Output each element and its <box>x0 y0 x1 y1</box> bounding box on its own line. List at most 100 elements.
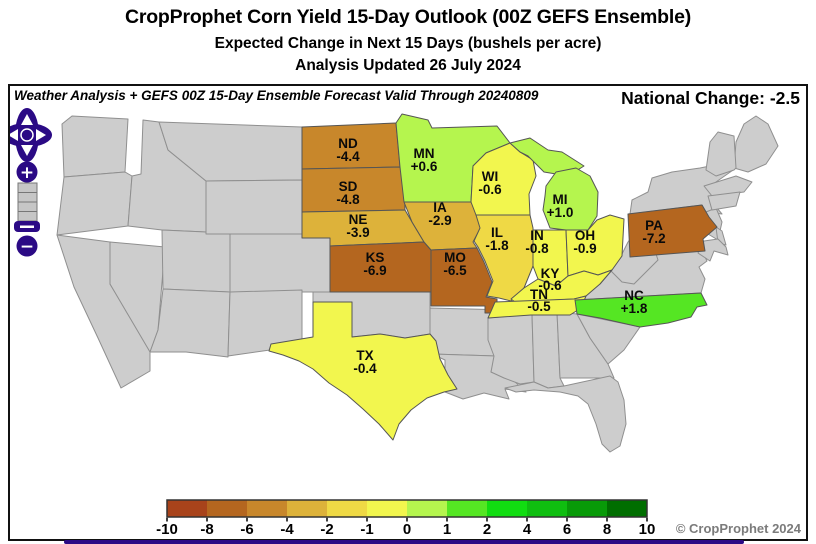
state-label: TX <box>356 348 373 363</box>
state-tx-shape <box>268 301 458 441</box>
legend-swatch <box>527 500 567 517</box>
state-ms <box>487 313 535 385</box>
legend-tick-label: -8 <box>200 521 213 538</box>
state-value: -0.8 <box>525 241 549 256</box>
horizontal-scrollbar[interactable] <box>64 540 744 544</box>
state-value: -0.6 <box>538 278 562 293</box>
legend-swatch <box>487 500 527 517</box>
state-value: -0.9 <box>573 241 596 256</box>
state-or <box>56 171 133 236</box>
state-vt-nh <box>705 131 737 177</box>
pan-down-icon <box>21 145 33 156</box>
legend-swatch <box>327 500 367 517</box>
forecast-valid-note: Weather Analysis + GEFS 00Z 15-Day Ensem… <box>14 88 539 103</box>
state-nc-shape <box>574 292 708 328</box>
state-value: -2.9 <box>428 213 451 228</box>
state-co <box>229 233 331 293</box>
state-ma <box>703 175 753 197</box>
state-value: -4.8 <box>336 192 360 207</box>
zoom-slider-handle[interactable] <box>14 221 40 232</box>
state-value: -7.2 <box>642 231 665 246</box>
state-value: +0.6 <box>411 159 438 174</box>
state-value: -0.4 <box>353 361 377 376</box>
state-label: KY <box>541 266 560 281</box>
legend-tick-label: 2 <box>483 521 491 538</box>
state-value: -0.6 <box>478 182 502 197</box>
state-label: PA <box>645 218 663 233</box>
map-panel: Weather Analysis + GEFS 00Z 15-Day Ensem… <box>8 84 808 541</box>
legend-tick-label: -4 <box>280 521 294 538</box>
legend-swatch <box>287 500 327 517</box>
state-label: NC <box>624 288 644 303</box>
state-value: -6.5 <box>443 263 467 278</box>
legend-swatch <box>247 500 287 517</box>
legend-tick-label: 10 <box>639 521 656 538</box>
state-wy <box>205 179 303 235</box>
state-wi-shape <box>470 142 537 216</box>
page-title: CropProphet Corn Yield 15-Day Outlook (0… <box>124 6 692 28</box>
zoom-out-button[interactable]: − <box>16 235 38 258</box>
national-change-value: National Change: -2.5 <box>621 88 800 108</box>
state-label: ND <box>338 136 358 151</box>
state-value: -3.9 <box>346 225 369 240</box>
state-label: NE <box>349 212 368 227</box>
state-md <box>697 238 729 262</box>
state-label: IA <box>433 200 447 215</box>
state-value: -6.9 <box>363 263 386 278</box>
legend-tick-label: 6 <box>563 521 571 538</box>
state-ct-ri <box>707 191 741 211</box>
state-me <box>733 115 779 173</box>
map-controls: + − <box>10 108 52 257</box>
highlighted-states-layer <box>268 113 718 441</box>
state-mo-shape <box>430 247 498 314</box>
copyright-text: © CropProphet 2024 <box>675 521 801 536</box>
state-value: -1.8 <box>485 238 509 253</box>
state-label: MI <box>553 192 568 207</box>
state-value: -4.4 <box>336 149 360 164</box>
legend-swatch <box>447 500 487 517</box>
state-ut <box>161 229 231 293</box>
state-label: IL <box>491 225 503 240</box>
page-subtitle: Expected Change in Next 15 Days (bushels… <box>214 35 602 52</box>
state-pa-shape <box>627 204 718 258</box>
legend-border <box>166 499 648 518</box>
legend-tick-label: 1 <box>443 521 451 538</box>
us-choropleth-map: ND -4.4 SD -4.8 NE -3.9 KS -6.9 MN +0.6 … <box>10 108 779 538</box>
state-az <box>149 288 231 358</box>
legend-tick-label: -10 <box>156 521 178 538</box>
pan-up-icon <box>21 114 33 125</box>
pan-right-icon <box>36 129 46 141</box>
legend-tick-marks <box>166 517 648 522</box>
zoom-slider-track[interactable] <box>17 182 38 222</box>
legend-tick-label: -1 <box>360 521 373 538</box>
state-wa <box>61 115 129 178</box>
state-value: +1.8 <box>621 301 648 316</box>
state-label: IN <box>530 228 544 243</box>
pan-control[interactable] <box>10 108 52 162</box>
pan-left-icon <box>10 129 18 141</box>
state-tn-shape <box>487 295 587 319</box>
state-fl <box>504 375 627 453</box>
state-mi-lower-shape <box>542 167 599 231</box>
state-label: OH <box>575 228 595 243</box>
state-label: SD <box>339 179 358 194</box>
state-value: -0.5 <box>527 299 551 314</box>
state-label: TN <box>530 287 548 302</box>
legend-swatch <box>567 500 607 517</box>
legend-tick-label: 4 <box>523 521 532 538</box>
legend-swatch <box>207 500 247 517</box>
state-label: MO <box>444 250 466 265</box>
state-value: +1.0 <box>547 205 574 220</box>
zoom-in-button[interactable]: + <box>16 161 38 184</box>
gray-states-layer <box>56 115 779 453</box>
analysis-updated-text: Analysis Updated 26 July 2024 <box>295 57 521 74</box>
legend-swatch <box>607 500 647 517</box>
legend-tick-label: 8 <box>603 521 611 538</box>
state-label: MN <box>414 146 435 161</box>
legend-swatch <box>367 500 407 517</box>
state-label: KS <box>366 250 385 265</box>
plus-icon: + <box>20 163 34 183</box>
legend-tick-label: -6 <box>240 521 253 538</box>
color-scale-legend: -10 -8 -6 -4 -2 -1 0 1 2 4 6 8 10 <box>156 499 656 538</box>
